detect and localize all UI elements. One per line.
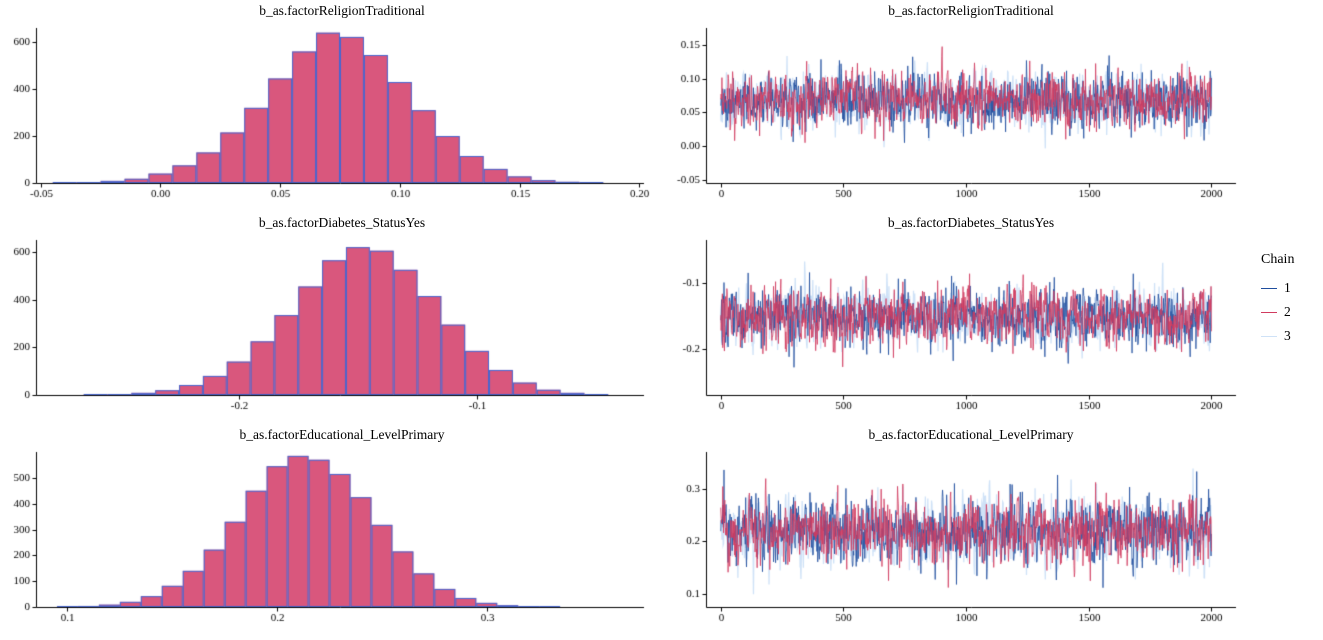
chain-2-line-swatch	[1261, 311, 1277, 313]
plot-title-hist-religion: b_as.factorReligionTraditional	[259, 3, 425, 18]
histogram-religion-canvas	[0, 20, 658, 210]
chain-legend: Chain 1 2 3	[1261, 252, 1319, 348]
cell-hist-education: b_as.factorEducational_LevelPrimary	[0, 424, 658, 636]
plot-title-trace-education: b_as.factorEducational_LevelPrimary	[868, 427, 1074, 442]
chain-2-label: 2	[1284, 304, 1291, 319]
chain-3-line-swatch	[1261, 335, 1277, 337]
plot-title-hist-education: b_as.factorEducational_LevelPrimary	[239, 427, 445, 442]
cell-hist-diabetes: b_as.factorDiabetes_StatusYes	[0, 212, 658, 424]
plot-title-trace-diabetes: b_as.factorDiabetes_StatusYes	[887, 215, 1055, 230]
histogram-education-canvas	[0, 444, 658, 634]
legend-entry-chain-3: 3	[1261, 324, 1319, 348]
trace-religion-canvas	[658, 20, 1258, 210]
chain-3-label: 3	[1284, 328, 1291, 343]
plot-title-trace-religion: b_as.factorReligionTraditional	[888, 3, 1054, 18]
histogram-diabetes-canvas	[0, 232, 658, 422]
trace-education-canvas	[658, 444, 1258, 634]
cell-hist-religion: b_as.factorReligionTraditional	[0, 0, 658, 212]
cell-trace-religion: b_as.factorReligionTraditional	[658, 0, 1258, 212]
cell-trace-education: b_as.factorEducational_LevelPrimary	[658, 424, 1258, 636]
plot-title-hist-diabetes: b_as.factorDiabetes_StatusYes	[258, 215, 426, 230]
legend-title: Chain	[1261, 252, 1295, 267]
cell-trace-diabetes: b_as.factorDiabetes_StatusYes	[658, 212, 1258, 424]
chain-1-line-swatch	[1261, 287, 1277, 289]
trace-diabetes-canvas	[658, 232, 1258, 422]
legend-entry-chain-2: 2	[1261, 300, 1319, 324]
legend-entry-chain-1: 1	[1261, 276, 1319, 300]
chain-1-label: 1	[1284, 280, 1291, 295]
